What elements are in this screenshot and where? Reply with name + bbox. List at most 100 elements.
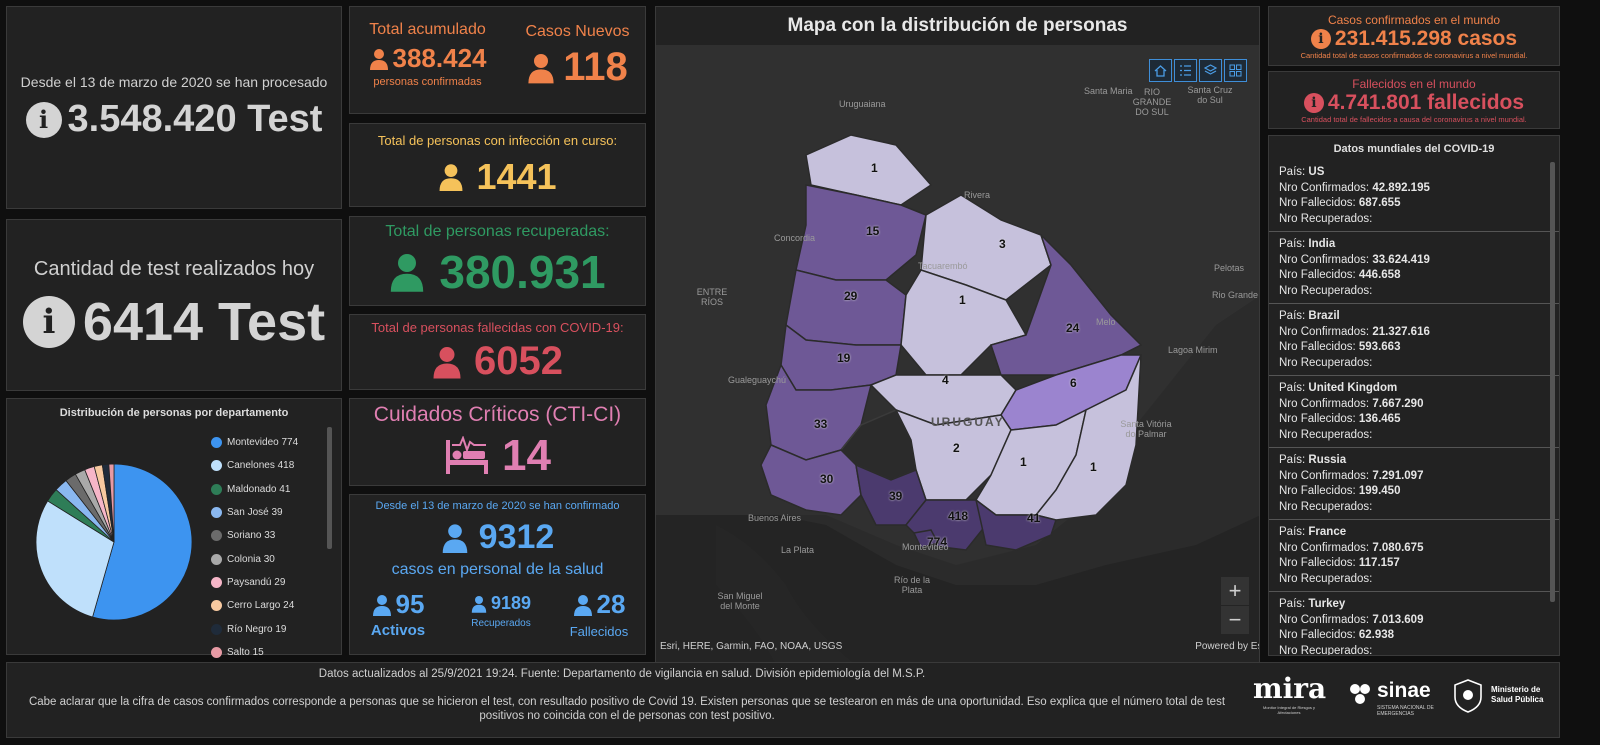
msp-logo: Ministerio de Salud Pública: [1453, 677, 1557, 723]
legend-button[interactable]: [1174, 59, 1197, 82]
world-deaths-panel: Fallecidos en el mundo i 4.741.801 falle…: [1268, 71, 1560, 129]
info-icon[interactable]: i: [1310, 28, 1331, 49]
region-value-label[interactable]: 6: [1070, 376, 1077, 390]
salud-caption: Desde el 13 de marzo de 2020 se han conf…: [375, 500, 620, 512]
region-value-label[interactable]: 774: [927, 535, 948, 549]
region-value-label[interactable]: 15: [866, 224, 880, 238]
country-item[interactable]: País: Brazil Nro Confirmados: 21.327.616 N…: [1269, 304, 1559, 376]
place-label: Melo: [1096, 317, 1116, 327]
layers-button[interactable]: [1199, 59, 1222, 82]
tests-today-caption: Cantidad de test realizados hoy: [33, 257, 315, 280]
nuevos-label: Casos Nuevos: [525, 23, 630, 40]
region-value-label[interactable]: 41: [1027, 511, 1041, 525]
legend-label: Paysandú 29: [227, 576, 286, 588]
region-value-label[interactable]: 4: [942, 373, 949, 387]
legend-label: San José 39: [227, 507, 283, 519]
legend-swatch: [211, 507, 222, 519]
country-deaths: Nro Fallecidos: 136.465: [1279, 413, 1401, 425]
country-name: País: Russia: [1279, 454, 1347, 466]
pie-slice-salto[interactable]: [108, 463, 115, 543]
fallecidos-label: Fallecidos: [569, 624, 629, 639]
legend-item[interactable]: Salto 15: [211, 641, 321, 664]
region-value-label[interactable]: 1: [1090, 460, 1097, 474]
nuevos-value: 118: [563, 45, 628, 89]
world-list[interactable]: País: US Nro Confirmados: 42.892.195 Nro F…: [1269, 160, 1559, 655]
home-button[interactable]: [1149, 59, 1172, 82]
salud-value: 9312: [478, 518, 555, 556]
salud-panel: Desde el 13 de marzo de 2020 se han conf…: [349, 494, 646, 655]
legend-item[interactable]: San José 39: [211, 501, 321, 524]
region-value-label[interactable]: 2: [953, 441, 960, 455]
place-label: Rio Grande: [1212, 290, 1259, 300]
legend-item[interactable]: Canelones 418: [211, 454, 321, 477]
legend-swatch: [211, 646, 222, 658]
region-value-label[interactable]: 19: [837, 351, 851, 365]
footer-panel: Datos actualizados al 25/9/2021 19:24. F…: [6, 662, 1560, 738]
legend-item[interactable]: Río Negro 19: [211, 617, 321, 640]
country-recovered: Nro Recuperados:: [1279, 428, 1373, 441]
cti-value: 14: [502, 431, 551, 480]
country-recovered: Nro Recuperados:: [1279, 356, 1373, 369]
zoom-in-button[interactable]: +: [1221, 577, 1249, 605]
pie-panel: Distribución de personas por departament…: [6, 398, 342, 658]
world-deaths-sub: Cantidad total de fallecidos a causa del…: [1301, 114, 1527, 124]
region-value-label[interactable]: 1: [871, 161, 878, 175]
powered-by[interactable]: Powered by Esri: [1195, 641, 1259, 652]
legend-label: Maldonado 41: [227, 483, 291, 495]
place-label: Rivera: [964, 190, 991, 200]
region-value-label[interactable]: 3: [999, 237, 1006, 251]
cti-panel: Cuidados Críticos (CTI-CI) 14: [349, 398, 646, 486]
country-item[interactable]: País: India Nro Confirmados: 33.624.419 Nr…: [1269, 232, 1559, 304]
zoom-out-button[interactable]: −: [1221, 606, 1249, 634]
info-icon[interactable]: i: [25, 101, 62, 138]
country-label: URUGUAY: [931, 415, 1005, 429]
legend-item[interactable]: Cerro Largo 24: [211, 594, 321, 617]
region-value-label[interactable]: 33: [814, 417, 828, 431]
person-icon: [369, 48, 388, 70]
basemap-button[interactable]: [1224, 59, 1247, 82]
region-maldonado: [974, 498, 1057, 551]
country-item[interactable]: País: United Kingdom Nro Confirmados: 7.6…: [1269, 376, 1559, 448]
world-list-scrollbar[interactable]: [1550, 162, 1555, 602]
legend-swatch: [211, 483, 222, 495]
region-value-label[interactable]: 1: [959, 293, 966, 307]
acumulado-label: Total acumulado: [369, 21, 486, 38]
place-label: Santa Cruz do Sul: [1187, 85, 1233, 105]
legend-item[interactable]: Maldonado 41: [211, 478, 321, 501]
region-value-label[interactable]: 418: [948, 509, 969, 523]
legend-item[interactable]: Paysandú 29: [211, 571, 321, 594]
fallecidos-value: 28: [596, 589, 626, 619]
region-value-label[interactable]: 29: [844, 289, 858, 303]
map-view[interactable]: URUGUAY 1 15 3 29 1 24 19 4 6 33 2 1 1 30 39 418 41 774 U…: [656, 45, 1259, 665]
legend-scrollbar[interactable]: [327, 427, 332, 549]
country-item[interactable]: País: US Nro Confirmados: 42.892.195 Nro F…: [1269, 160, 1559, 232]
region-value-label[interactable]: 1: [1020, 455, 1027, 469]
country-item[interactable]: País: Turkey Nro Confirmados: 7.013.609 Nr…: [1269, 592, 1559, 655]
info-icon[interactable]: i: [1303, 92, 1324, 113]
legend-item[interactable]: Colonia 30: [211, 547, 321, 570]
info-icon[interactable]: i: [22, 295, 75, 348]
region-value-label[interactable]: 30: [820, 472, 834, 486]
country-item[interactable]: País: France Nro Confirmados: 7.080.675 Nr…: [1269, 520, 1559, 592]
legend-item[interactable]: Soriano 33: [211, 524, 321, 547]
person-icon: [372, 594, 391, 616]
map-panel: Mapa con la distribución de personas: [655, 6, 1260, 666]
region-value-label[interactable]: 24: [1066, 321, 1080, 335]
legend-label: Montevideo 774: [227, 437, 299, 449]
legend-item[interactable]: Montevideo 774: [211, 431, 321, 454]
recuperados-value: 9189: [490, 593, 532, 613]
tests-total-value: 3.548.420 Test: [67, 98, 323, 140]
pie-slice-montevideo[interactable]: [92, 463, 193, 621]
region-value-label[interactable]: 39: [889, 489, 903, 503]
sinae-logo: sinae SISTEMA NACIONAL DE EMERGENCIAS: [1347, 679, 1437, 723]
tests-today-value: 6414 Test: [82, 291, 326, 352]
pie-chart[interactable]: [29, 457, 199, 627]
person-icon: [433, 346, 461, 378]
en-curso-label: Total de personas con infección en curso…: [377, 132, 618, 148]
activos-label: Activos: [370, 622, 426, 639]
country-item[interactable]: País: Russia Nro Confirmados: 7.291.097 Nr…: [1269, 448, 1559, 520]
recuperados-label: Recuperados: [471, 618, 531, 629]
footer-update: Datos actualizados al 25/9/2021 19:24. F…: [318, 668, 926, 680]
person-icon: [391, 254, 424, 292]
map-canvas: URUGUAY: [656, 45, 1259, 665]
